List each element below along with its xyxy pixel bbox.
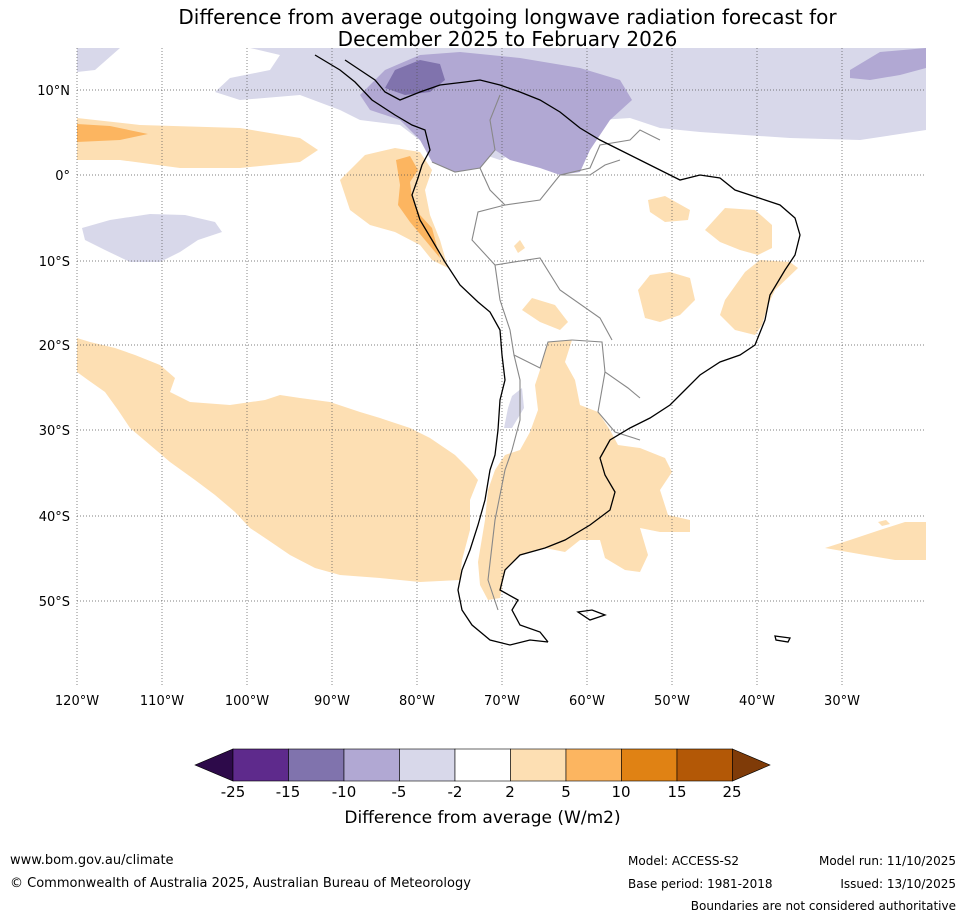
colorbar-tick: -25: [220, 783, 246, 801]
positive-anomaly-small-1: [514, 240, 525, 253]
colorbar-segment: [621, 748, 678, 782]
anomaly-fields: [77, 48, 926, 600]
lon-label: 110°W: [140, 694, 184, 709]
model-name: Model: ACCESS-S2: [628, 854, 740, 868]
lat-label: 50°S: [39, 595, 70, 610]
negative-anomaly-core: [385, 60, 445, 95]
colorbar-tick: 10: [611, 783, 631, 801]
colorbar-tick: 25: [722, 783, 742, 801]
colorbar-tick: 5: [561, 783, 571, 801]
lat-label: 10°S: [39, 255, 70, 270]
positive-anomaly-south-atlantic: [825, 522, 926, 560]
colorbar: [194, 748, 771, 782]
lon-label: 120°W: [55, 694, 99, 709]
coastlines: [314, 54, 801, 646]
colorbar-label: Difference from average (W/m2): [344, 808, 621, 828]
country-borders: [431, 94, 661, 611]
colorbar-segment: [343, 748, 400, 782]
latitude-labels: 10°N 0° 10°S 20°S 30°S 40°S 50°S: [37, 84, 70, 610]
lon-label: 60°W: [569, 694, 605, 709]
lon-label: 80°W: [399, 694, 435, 709]
colorbar-segment: [565, 748, 622, 782]
colorbar-tick: -2: [447, 783, 463, 801]
lon-label: 50°W: [654, 694, 690, 709]
positive-anomaly-brazil-central: [638, 272, 695, 322]
negative-anomaly-chile: [504, 388, 524, 428]
negative-anomaly-ne: [850, 48, 926, 80]
copyright-text: © Commonwealth of Australia 2025, Austra…: [10, 876, 471, 891]
boundary-disclaimer: Boundaries are not considered authoritat…: [690, 899, 956, 913]
model-run-date: Model run: 11/10/2025: [818, 854, 956, 868]
gridlines: [76, 48, 926, 685]
positive-anomaly-bolivia: [522, 298, 568, 330]
positive-anomaly-ecuador: [340, 148, 448, 268]
issued-date: Issued: 13/10/2025: [840, 877, 956, 891]
colorbar-tick: -10: [331, 783, 357, 801]
colorbar-extend-high: [732, 748, 771, 782]
positive-anomaly-brazil-se: [720, 260, 798, 335]
positive-anomaly-pacific-itcz: [77, 118, 318, 168]
lat-label: 20°S: [39, 339, 70, 354]
negative-anomaly-pacific: [82, 214, 222, 262]
lon-label: 40°W: [739, 694, 775, 709]
lat-label: 40°S: [39, 510, 70, 525]
positive-anomaly-brazil-east: [705, 208, 772, 255]
lon-label: 30°W: [824, 694, 860, 709]
lon-label: 90°W: [314, 694, 350, 709]
lat-label: 10°N: [37, 84, 70, 99]
title-line-2: December 2025 to February 2026: [337, 27, 678, 51]
colorbar-tick: 2: [505, 783, 515, 801]
colorbar-extend-low: [194, 748, 234, 782]
longitude-labels: 120°W 110°W 100°W 90°W 80°W 70°W 60°W 50…: [55, 694, 860, 709]
lat-label: 0°: [55, 169, 70, 184]
base-period: Base period: 1981-2018: [628, 877, 773, 891]
positive-anomaly-argentina: [478, 340, 690, 600]
colorbar-segment: [454, 748, 511, 782]
colorbar-segment: [232, 748, 289, 782]
website-link[interactable]: www.bom.gov.au/climate: [10, 853, 174, 868]
colorbar-tick: -15: [275, 783, 301, 801]
positive-anomaly-southern-pacific: [77, 338, 478, 582]
positive-anomaly-amazon: [648, 196, 690, 222]
title-line-1: Difference from average outgoing longwav…: [178, 5, 837, 29]
lon-label: 100°W: [225, 694, 269, 709]
positive-anomaly-small-2: [878, 520, 890, 526]
colorbar-segment: [288, 748, 345, 782]
colorbar-segment: [399, 748, 456, 782]
colorbar-segment: [510, 748, 567, 782]
colorbar-segment: [676, 748, 733, 782]
positive-anomaly-pacific-core: [77, 124, 148, 142]
positive-anomaly-peru-core: [396, 156, 440, 258]
lat-label: 30°S: [39, 424, 70, 439]
lon-label: 70°W: [484, 694, 520, 709]
colorbar-tick: -5: [391, 783, 407, 801]
colorbar-tick: 15: [667, 783, 687, 801]
